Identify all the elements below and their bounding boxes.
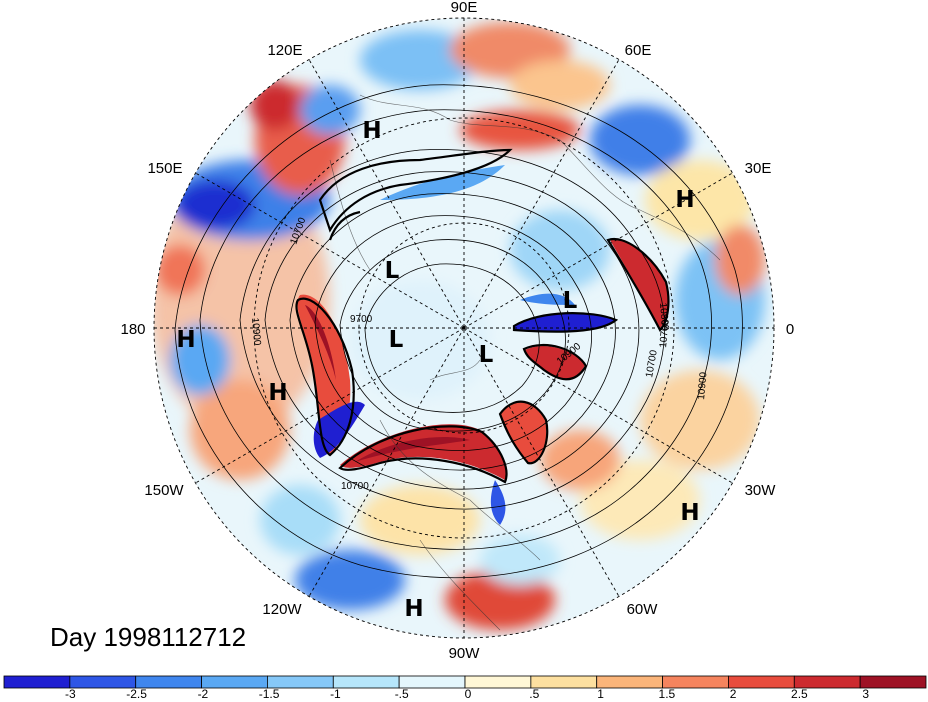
colorbar-box	[332, 675, 400, 689]
lon-label-120e: 120E	[267, 42, 302, 59]
day-title: Day 1998112712	[50, 622, 246, 652]
pressure-center-low: L	[563, 288, 578, 314]
colorbar-box	[464, 675, 532, 689]
lon-label-0: 0	[786, 321, 794, 338]
pressure-center-low: L	[389, 327, 404, 353]
colorbar-tick-label: 1.5	[659, 687, 676, 701]
colorbar-tick-label: 1	[597, 687, 604, 701]
colorbar-tick-label: 2	[730, 687, 737, 701]
height-contours	[174, 84, 743, 579]
pressure-center-high: H	[404, 596, 423, 622]
colorbar-boxes	[3, 675, 927, 689]
longitude-labels: 90E 60E 30E 0 30W 60W 90W 120W 150W 180 …	[120, 0, 794, 662]
pressure-centers: H H L L L L H H H H	[176, 118, 699, 622]
colorbar-box	[859, 675, 927, 689]
colorbar-tick-label: -2	[198, 687, 209, 701]
colorbar-box	[596, 675, 663, 689]
contour-label: 10800	[657, 302, 670, 331]
contour-label: 10700	[658, 319, 671, 348]
pressure-center-low: L	[479, 342, 494, 368]
pressure-center-low: L	[385, 258, 400, 284]
pressure-center-high: H	[176, 327, 195, 353]
colorbar-tick-label: -1	[330, 687, 341, 701]
contour-label: 10700	[341, 481, 369, 492]
contour-label: 10900	[696, 371, 709, 400]
colorbar-tick-labels: -3 -2.5 -2 -1.5 -1 -.5 0 .5 1 1.5 2 2.5 …	[65, 687, 869, 701]
lon-label-150w: 150W	[144, 482, 184, 499]
lon-label-90w: 90W	[449, 645, 481, 662]
lon-label-60e: 60E	[625, 42, 652, 59]
colorbar-box	[728, 675, 795, 689]
lon-label-120w: 120W	[262, 601, 302, 618]
colorbar-tick-label: -3	[65, 687, 76, 701]
contour-label: 10900	[249, 317, 262, 346]
colorbar-tick-label: .5	[529, 687, 539, 701]
graticule	[153, 17, 775, 639]
lon-label-30w: 30W	[745, 482, 777, 499]
pressure-center-high: H	[268, 380, 287, 406]
pressure-center-high: H	[675, 187, 694, 213]
colorbar-box	[201, 675, 268, 689]
colorbar-tick-label: -.5	[395, 687, 409, 701]
contour-label: 9700	[350, 314, 373, 325]
lon-label-150e: 150E	[147, 160, 182, 177]
lon-label-180: 180	[120, 321, 145, 338]
lon-label-60w: 60W	[627, 601, 659, 618]
pressure-center-high: H	[362, 118, 381, 144]
colorbar-box	[530, 675, 598, 689]
colorbar-tick-label: 2.5	[791, 687, 808, 701]
colorbar-box	[398, 675, 466, 689]
colorbar-tick-label: -1.5	[259, 687, 280, 701]
pressure-center-high: H	[680, 500, 699, 526]
lon-label-30e: 30E	[745, 160, 772, 177]
lon-label-90e: 90E	[451, 0, 478, 16]
colorbar-tick-label: 0	[465, 687, 472, 701]
colorbar-box	[3, 675, 71, 689]
colorbar: -3 -2.5 -2 -1.5 -1 -.5 0 .5 1 1.5 2 2.5 …	[3, 675, 927, 701]
colorbar-tick-label: -2.5	[126, 687, 147, 701]
contour-label: 10700	[644, 349, 660, 379]
colorbar-tick-label: 3	[862, 687, 869, 701]
